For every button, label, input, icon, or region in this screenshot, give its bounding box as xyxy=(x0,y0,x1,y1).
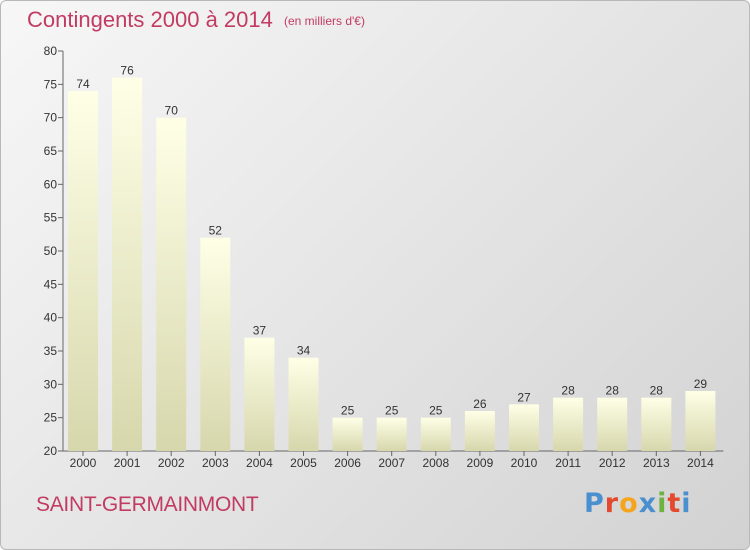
y-tick-label: 65 xyxy=(44,144,58,158)
x-tick-label: 2011 xyxy=(555,456,581,470)
x-tick-label: 2014 xyxy=(687,456,714,470)
bar-value-label: 28 xyxy=(650,384,664,398)
y-tick-label: 70 xyxy=(44,111,58,125)
bar xyxy=(68,91,98,451)
bar xyxy=(597,397,628,451)
bar-value-label: 27 xyxy=(517,390,531,404)
bar-value-label: 70 xyxy=(165,104,179,118)
logo-letter: o xyxy=(619,488,639,519)
y-tick-label: 45 xyxy=(44,277,58,291)
bar-value-label: 52 xyxy=(209,224,223,238)
bar xyxy=(685,391,716,451)
y-tick-label: 60 xyxy=(44,177,58,191)
y-tick-label: 80 xyxy=(44,44,58,58)
logo-letter: i xyxy=(657,488,668,519)
x-tick-label: 2000 xyxy=(70,456,97,470)
data-labels: 74 76 70 52 37 34 25 25 25 26 27 28 28 28 29 xyxy=(76,64,707,418)
x-tick-label: 2013 xyxy=(643,456,670,470)
bars xyxy=(68,77,716,452)
x-tick-label: 2005 xyxy=(290,456,317,470)
x-tick-label: 2001 xyxy=(114,456,141,470)
bar xyxy=(200,237,231,451)
y-tick-label: 30 xyxy=(44,377,58,391)
bar-value-label: 29 xyxy=(694,377,708,391)
axes: 20 25 30 35 40 45 50 55 60 65 70 75 80 2000 2001 2002 20… xyxy=(44,44,724,470)
bar-value-label: 28 xyxy=(606,384,620,398)
logo-letter: r xyxy=(604,488,620,519)
x-tick-label: 2003 xyxy=(202,456,229,470)
x-tick-label: 2004 xyxy=(246,456,273,470)
chart-subtitle: (en milliers d'€) xyxy=(284,14,365,28)
bar xyxy=(641,397,672,451)
y-tick-label: 40 xyxy=(44,311,58,325)
y-tick-label: 20 xyxy=(44,444,58,458)
place-name: SAINT-GERMAINMONT xyxy=(36,493,259,516)
bar xyxy=(112,77,143,452)
bar-value-label: 34 xyxy=(297,344,311,358)
bar xyxy=(288,357,319,451)
y-tick-label: 75 xyxy=(44,77,58,91)
bar xyxy=(509,404,539,451)
x-tick-label: 2012 xyxy=(599,456,626,470)
bar xyxy=(464,411,495,451)
x-tick-label: 2006 xyxy=(334,456,361,470)
x-tick-label: 2010 xyxy=(511,456,538,470)
bar-value-label: 25 xyxy=(429,404,443,418)
bar-value-label: 26 xyxy=(473,397,487,411)
logo-letter: P xyxy=(584,488,605,519)
x-tick-label: 2007 xyxy=(378,456,405,470)
chart-title: Contingents 2000 à 2014 xyxy=(27,7,273,32)
x-tick-label: 2008 xyxy=(422,456,449,470)
bar-value-label: 76 xyxy=(120,64,134,78)
bar-value-label: 74 xyxy=(76,77,90,91)
bar-value-label: 25 xyxy=(385,404,399,418)
bar-value-label: 37 xyxy=(253,324,267,338)
y-tick-label: 25 xyxy=(44,411,58,425)
logo-letter: i xyxy=(681,488,692,519)
logo-letter: x xyxy=(638,488,658,519)
bar xyxy=(332,417,363,451)
bar xyxy=(376,417,407,451)
y-tick-label: 55 xyxy=(44,211,58,225)
y-tick-label: 50 xyxy=(44,244,58,258)
bar-value-label: 28 xyxy=(561,384,575,398)
y-tick-label: 35 xyxy=(44,344,58,358)
bar-value-label: 25 xyxy=(341,404,355,418)
bar xyxy=(420,417,451,451)
bar xyxy=(553,397,584,451)
x-tick-label: 2002 xyxy=(158,456,185,470)
bar xyxy=(156,117,187,452)
bar xyxy=(244,337,275,451)
logo-letter: t xyxy=(667,488,682,519)
x-tick-label: 2009 xyxy=(467,456,494,470)
proxiti-logo[interactable]: Proxiti xyxy=(584,488,692,519)
